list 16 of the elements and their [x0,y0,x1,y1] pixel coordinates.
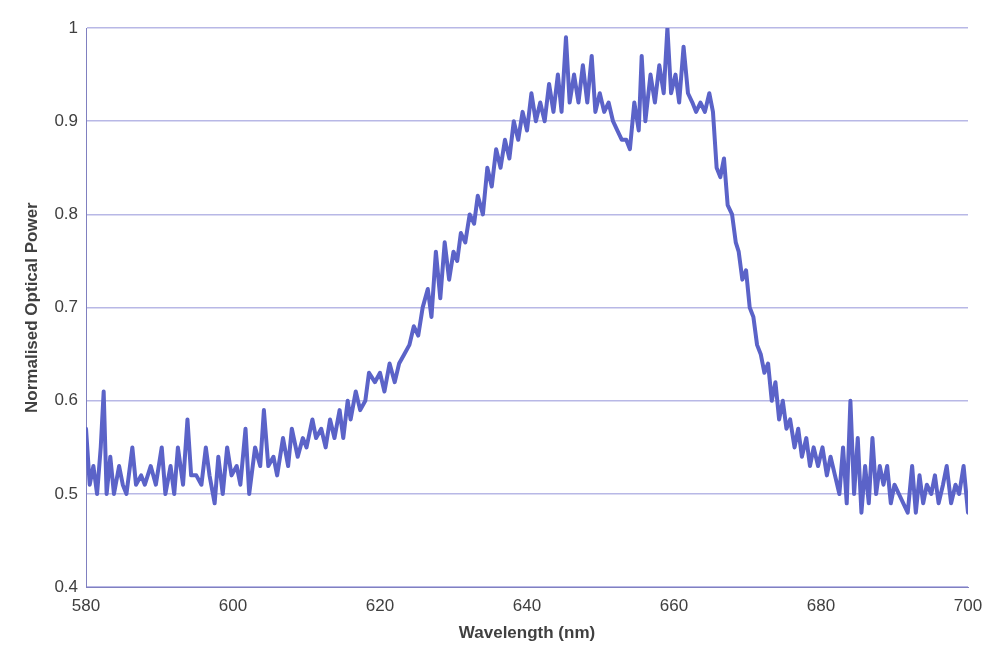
x-tick-label: 640 [512,596,542,616]
x-tick-label: 680 [806,596,836,616]
x-tick-label: 600 [218,596,248,616]
x-tick-label: 660 [659,596,689,616]
y-tick-label: 0.4 [54,576,79,596]
y-tick-label: 0.6 [54,390,79,410]
y-axis-title: Normalised Optical Power [21,201,41,413]
x-tick-label: 580 [71,596,101,616]
y-tick-label: 0.9 [54,110,79,130]
y-tick-label: 0.5 [54,483,79,503]
y-tick-label: 0.7 [54,297,79,317]
x-tick-label: 700 [953,596,983,616]
x-tick-label: 620 [365,596,395,616]
x-axis-title: Wavelength (nm) [458,623,596,643]
y-tick-label: 0.8 [54,204,79,224]
y-tick-label: 1 [68,17,79,37]
